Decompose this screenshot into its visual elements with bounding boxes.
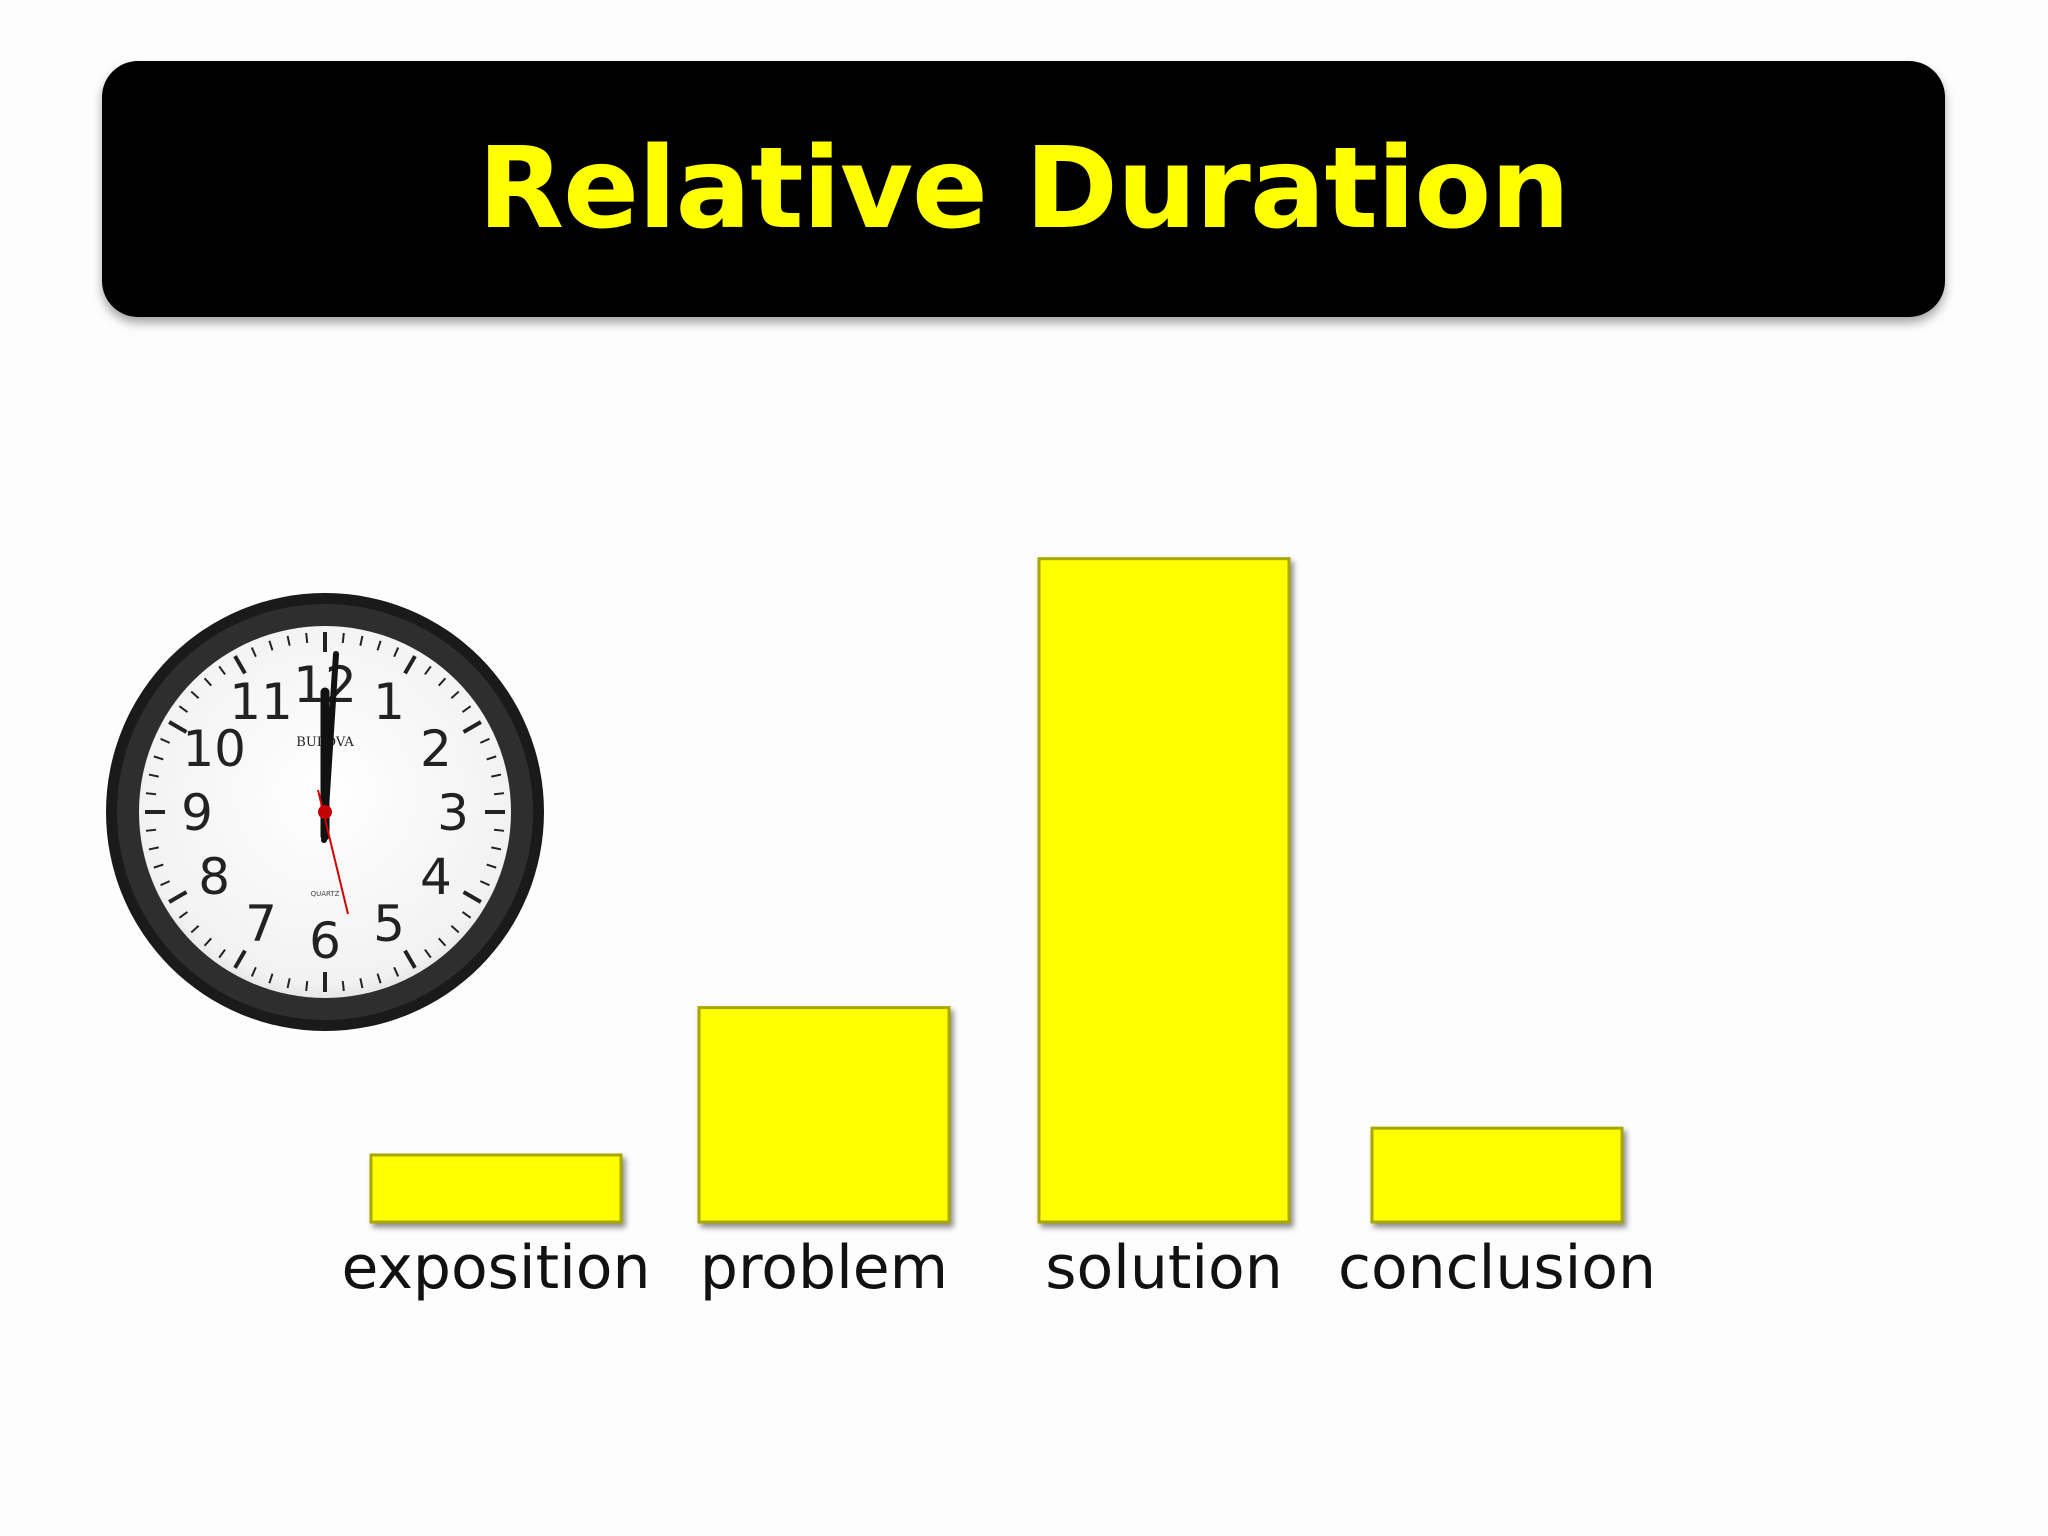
clock-tick (438, 677, 447, 687)
clock-tick (250, 647, 257, 658)
clock-tick (286, 978, 291, 989)
clock-tick (160, 880, 171, 887)
clock-tick (148, 773, 159, 778)
clock-tick (145, 828, 157, 832)
clock-tick (145, 792, 157, 796)
clock-numeral: 5 (373, 895, 405, 953)
clock-numeral: 7 (245, 895, 277, 953)
bar-conclusion (1370, 1126, 1624, 1224)
clock-tick (153, 755, 164, 761)
clock-tick (190, 925, 200, 934)
clock-tick (160, 737, 171, 744)
clock-tick (341, 980, 345, 992)
clock-numeral: 1 (373, 673, 405, 731)
clock-tick (376, 640, 382, 651)
clock-numeral: 10 (182, 720, 246, 778)
category-label-solution: solution (1045, 1233, 1283, 1303)
clock-tick (424, 948, 432, 959)
clock-tick (479, 737, 490, 744)
clock-tick (218, 665, 226, 676)
clock-tick (268, 973, 274, 984)
clock-tick (178, 705, 189, 713)
clock-tick (359, 635, 364, 646)
clock-tick (153, 863, 164, 869)
page-title: Relative Duration (477, 124, 1570, 254)
clock-tick (168, 720, 188, 734)
clock-tick (286, 635, 291, 646)
clock-tick (462, 890, 482, 904)
clock-tick (250, 966, 257, 977)
clock-tick (268, 640, 274, 651)
clock-tick (305, 632, 309, 644)
clock-tick (376, 973, 382, 984)
clock-tick (438, 937, 447, 947)
clock-tick (461, 911, 472, 919)
clock-tick (479, 880, 490, 887)
clock-numeral: 2 (420, 720, 452, 778)
clock-numeral: 6 (309, 912, 341, 970)
clock-numeral: 8 (198, 848, 230, 906)
clock-tick (493, 828, 505, 832)
bar-group (369, 557, 1624, 1224)
category-label-exposition: exposition (341, 1233, 650, 1303)
clock-tick (461, 705, 472, 713)
clock-tick (491, 846, 502, 851)
clock-tick (450, 925, 460, 934)
bar-solution (1037, 557, 1291, 1224)
clock-ticks (145, 632, 505, 992)
clock-tick (148, 846, 159, 851)
clock-numeral: 11 (229, 673, 293, 731)
category-label-problem: problem (700, 1233, 948, 1303)
clock-tick (393, 647, 400, 658)
clock-tick (491, 773, 502, 778)
clock-tick (462, 720, 482, 734)
clock-tick (305, 980, 309, 992)
clock-tick (393, 966, 400, 977)
clock-tick (190, 690, 200, 699)
clock-tick (486, 863, 497, 869)
bar-exposition (369, 1153, 623, 1224)
clock-tick (341, 632, 345, 644)
clock-tick (203, 677, 212, 687)
category-label-conclusion: conclusion (1338, 1233, 1656, 1303)
clock-tick (403, 655, 417, 675)
clock-tick (450, 690, 460, 699)
clock-tick (233, 655, 247, 675)
clock-center-pin (318, 805, 332, 819)
clock-tick (403, 949, 417, 969)
clock-tick (493, 792, 505, 796)
clock-tick (233, 949, 247, 969)
clock-caption-label: QUARTZ (311, 890, 340, 898)
clock-tick (359, 978, 364, 989)
clock-tick (203, 937, 212, 947)
clock-tick (218, 948, 226, 959)
clock-tick (168, 890, 188, 904)
title-banner: Relative Duration (102, 61, 1945, 317)
bar-problem (697, 1006, 951, 1224)
category-labels: exposition problem solution conclusion (341, 1233, 1656, 1303)
clock-tick (424, 665, 432, 676)
clock-numeral: 3 (437, 784, 469, 842)
clock-tick (486, 755, 497, 761)
clock-tick (178, 911, 189, 919)
clock-numeral: 9 (181, 784, 213, 842)
clock-numeral: 4 (420, 848, 452, 906)
